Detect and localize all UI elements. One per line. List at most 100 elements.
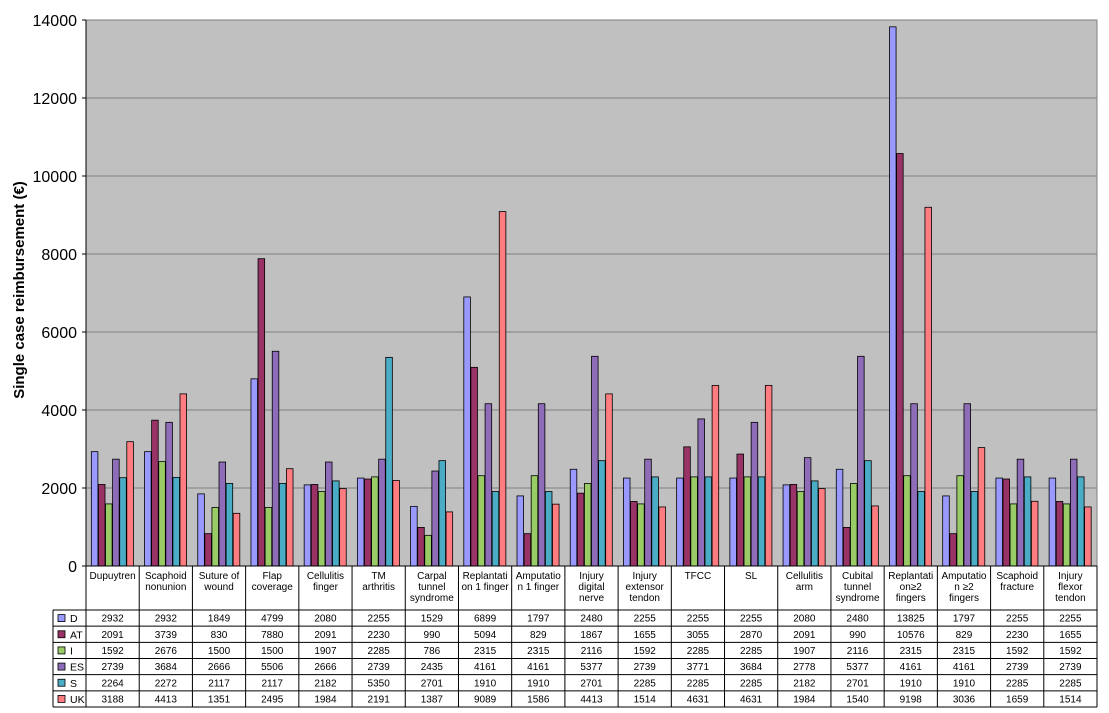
bar — [463, 296, 471, 567]
table-cell: 4631 — [740, 694, 763, 705]
table-cell: 1984 — [793, 694, 816, 705]
legend-label: UK — [70, 694, 85, 706]
table-cell: 9198 — [900, 694, 923, 705]
legend-key — [57, 678, 66, 687]
bar — [605, 393, 613, 567]
table-cell: 830 — [211, 630, 228, 641]
table-cell: 4161 — [953, 662, 976, 673]
table-cell: 2701 — [421, 678, 444, 689]
bar — [743, 476, 752, 567]
category-label: Flap coverage — [252, 571, 294, 593]
bar — [417, 526, 425, 567]
table-cell: 2272 — [155, 678, 178, 689]
bar — [1055, 501, 1064, 567]
y-tick-label: 10000 — [33, 169, 78, 186]
bar — [623, 477, 631, 567]
table-cell: 1387 — [421, 694, 444, 705]
bar — [364, 478, 372, 567]
category-label: Amputatio n 1 finger — [516, 571, 561, 593]
table-cell: 2315 — [474, 646, 497, 657]
table-cell: 1592 — [1059, 646, 1082, 657]
bar — [371, 476, 379, 567]
bar — [764, 384, 773, 567]
bar — [658, 506, 666, 567]
bar — [1009, 503, 1018, 567]
bar — [889, 26, 897, 567]
bar — [250, 378, 258, 567]
y-tick-label: 6000 — [41, 325, 77, 342]
table-cell: 1797 — [953, 614, 976, 625]
table-cell: 2480 — [846, 614, 869, 625]
legend-label: ES — [70, 662, 84, 674]
bar — [431, 470, 439, 567]
table-cell: 4413 — [155, 694, 178, 705]
table-cell: 2255 — [1006, 614, 1029, 625]
category-label: TM arthritis — [362, 571, 395, 593]
table-cell: 2285 — [1059, 678, 1082, 689]
bar — [424, 534, 432, 567]
table-cell: 1984 — [314, 694, 337, 705]
bar — [857, 355, 865, 567]
table-cell: 2480 — [580, 614, 603, 625]
bar — [385, 356, 393, 567]
bar — [995, 477, 1003, 567]
bar — [498, 211, 507, 567]
y-tick-label: 2000 — [41, 481, 77, 498]
table-cell: 2080 — [314, 614, 337, 625]
bar — [530, 475, 539, 567]
table-cell: 2870 — [740, 630, 763, 641]
table-cell: 2315 — [527, 646, 550, 657]
table-cell: 1910 — [953, 678, 976, 689]
plot-area: 0 2000 4000 6000 8000 10000 12000 14000 — [33, 13, 1098, 576]
category-label: SL — [745, 571, 758, 582]
table-cell: 1910 — [527, 678, 550, 689]
table-cell: 1592 — [1006, 646, 1029, 657]
bar — [949, 533, 957, 567]
category-label: Suture of wound — [199, 571, 240, 593]
bar — [257, 258, 266, 567]
bar — [970, 491, 979, 567]
table-cell: 3188 — [101, 694, 124, 705]
table-cell: 5377 — [846, 662, 869, 673]
bar — [225, 483, 234, 567]
table-cell: 9089 — [474, 694, 497, 705]
category-label: Cubital tunnel syndrome — [836, 571, 880, 604]
table-cell: 2264 — [101, 678, 124, 689]
table-cell: 2739 — [1006, 662, 1029, 673]
bar — [818, 488, 826, 567]
bar — [537, 403, 546, 567]
table-cell: 829 — [956, 630, 973, 641]
table-cell: 2255 — [634, 614, 657, 625]
table-cell: 786 — [424, 646, 441, 657]
bar — [332, 480, 340, 567]
table-cell: 1586 — [527, 694, 550, 705]
table-cell: 1659 — [1006, 694, 1029, 705]
table-cell: 990 — [424, 630, 441, 641]
bar — [484, 403, 493, 567]
legend-key — [57, 695, 66, 703]
table-cell: 10576 — [897, 630, 925, 641]
table-cell: 829 — [530, 630, 547, 641]
table-cell: 2778 — [793, 662, 816, 673]
table-cell: 4161 — [527, 662, 550, 673]
table-cell: 2091 — [314, 630, 337, 641]
bar — [112, 458, 120, 567]
bar — [98, 484, 106, 567]
table-cell: 2739 — [101, 662, 124, 673]
bar — [903, 475, 911, 567]
bar — [704, 476, 713, 567]
category-label: Replantati on≥2 fingers — [888, 571, 933, 604]
bar — [445, 511, 454, 567]
bar — [211, 507, 219, 567]
table-cell: 5094 — [474, 630, 497, 641]
bar — [552, 503, 560, 567]
table-cell: 2315 — [953, 646, 976, 657]
table-cell: 1867 — [580, 630, 603, 641]
bar — [711, 384, 720, 567]
y-axis-label: Single case reimbursement (€) — [11, 181, 28, 399]
bar — [523, 533, 532, 567]
bar — [1062, 503, 1071, 567]
table-cell: 2676 — [155, 646, 178, 657]
bar — [750, 421, 759, 567]
